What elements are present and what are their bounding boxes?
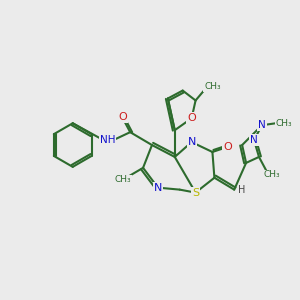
Text: O: O [187,113,196,123]
Text: S: S [192,188,199,198]
Text: H: H [238,184,246,195]
Text: N: N [154,183,162,193]
Text: N: N [250,135,258,145]
Text: CH₃: CH₃ [275,119,292,128]
Text: N: N [188,137,196,147]
Text: N: N [258,120,266,130]
Text: CH₃: CH₃ [204,82,221,91]
Text: O: O [118,112,127,122]
Text: CH₃: CH₃ [115,175,132,184]
Text: O: O [223,142,232,152]
Text: CH₃: CH₃ [263,170,280,179]
Text: NH: NH [100,135,115,145]
